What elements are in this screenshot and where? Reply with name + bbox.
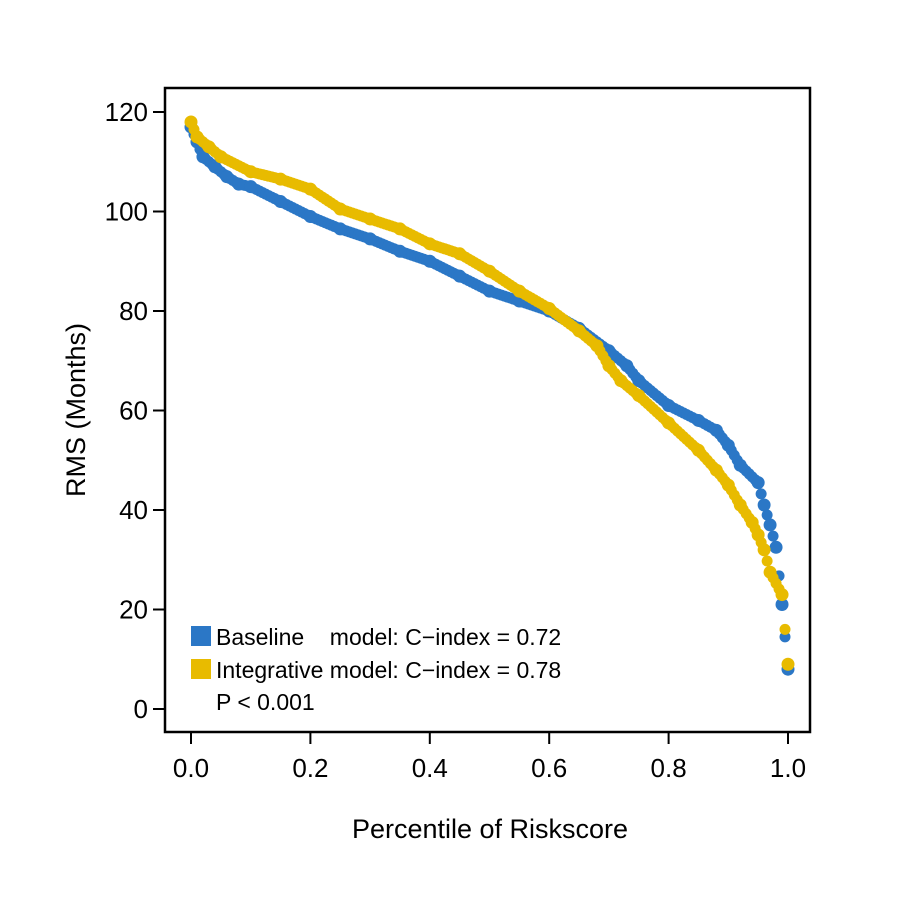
y-axis: 0 20 40 60 80 100 120 xyxy=(105,97,165,724)
data-point xyxy=(393,244,407,258)
x-tick-label: 0.4 xyxy=(412,753,448,783)
x-tick-label: 0.8 xyxy=(651,753,687,783)
x-tick-label: 0.0 xyxy=(173,753,209,783)
data-point xyxy=(244,165,258,179)
data-point xyxy=(775,598,789,612)
y-tick-label: 60 xyxy=(119,396,148,426)
data-point xyxy=(274,172,288,186)
y-tick-label: 0 xyxy=(134,694,148,724)
data-point xyxy=(745,515,759,529)
data-point xyxy=(303,182,317,196)
y-tick-label: 20 xyxy=(119,595,148,625)
x-tick-label: 0.2 xyxy=(292,753,328,783)
data-point xyxy=(620,359,634,373)
data-point xyxy=(721,438,735,452)
x-tick-label: 0.6 xyxy=(531,753,567,783)
data-point xyxy=(779,623,791,635)
series-1-points xyxy=(184,115,795,671)
data-points-layer xyxy=(184,115,795,676)
data-point xyxy=(662,399,676,413)
data-point xyxy=(363,212,377,226)
data-point xyxy=(572,324,586,338)
data-point xyxy=(761,555,773,567)
data-point xyxy=(781,657,795,671)
data-point xyxy=(363,232,377,246)
data-point xyxy=(709,463,723,477)
data-point xyxy=(453,269,467,283)
p-value-annotation: P < 0.001 xyxy=(216,689,315,715)
data-point xyxy=(763,518,777,532)
data-point xyxy=(721,478,735,492)
data-point xyxy=(542,302,556,316)
data-point xyxy=(214,150,228,164)
data-point xyxy=(757,498,771,512)
data-point xyxy=(393,222,407,236)
data-point xyxy=(483,284,496,298)
legend-swatch-integrative xyxy=(191,659,211,679)
data-point xyxy=(423,254,437,268)
data-point xyxy=(632,374,646,388)
data-point xyxy=(632,389,646,403)
data-point xyxy=(333,222,347,236)
data-point xyxy=(274,195,288,209)
data-point xyxy=(512,284,526,298)
data-point xyxy=(244,180,258,194)
data-point xyxy=(755,488,767,500)
data-point xyxy=(751,528,765,542)
data-point xyxy=(662,416,676,430)
data-point xyxy=(423,237,437,251)
data-point xyxy=(751,476,765,490)
data-point xyxy=(220,170,234,184)
data-point xyxy=(763,565,777,579)
y-axis-label: RMS (Months) xyxy=(61,323,91,497)
data-point xyxy=(184,115,198,129)
data-point xyxy=(602,359,616,373)
legend-label-integrative: Integrative model: C−index = 0.78 xyxy=(216,657,561,683)
data-point xyxy=(303,209,317,223)
data-point xyxy=(190,130,204,144)
x-tick-label: 1.0 xyxy=(770,753,806,783)
data-point xyxy=(208,160,222,174)
data-point xyxy=(333,202,347,216)
data-point xyxy=(733,498,747,512)
legend: Baseline model: C−index = 0.72 Integrati… xyxy=(191,624,561,715)
y-tick-label: 40 xyxy=(119,495,148,525)
data-point xyxy=(767,530,779,542)
data-point xyxy=(590,339,604,353)
x-axis-label: Percentile of Riskscore xyxy=(352,814,628,844)
data-point xyxy=(614,374,628,388)
data-point xyxy=(453,247,467,261)
data-point xyxy=(775,588,789,602)
y-tick-label: 100 xyxy=(105,197,148,227)
y-tick-label: 120 xyxy=(105,97,148,127)
data-point xyxy=(761,509,773,521)
data-point xyxy=(691,443,705,457)
data-point xyxy=(709,423,723,437)
data-point xyxy=(733,458,747,472)
series-0-points xyxy=(184,120,795,676)
data-point xyxy=(757,543,771,557)
data-point xyxy=(232,177,246,191)
data-point xyxy=(691,413,705,427)
x-axis: 0.0 0.2 0.4 0.6 0.8 1.0 xyxy=(173,732,806,783)
data-point xyxy=(202,140,216,154)
data-point xyxy=(196,150,210,164)
legend-label-baseline: Baseline model: C−index = 0.72 xyxy=(216,624,561,650)
y-tick-label: 80 xyxy=(119,296,148,326)
data-point xyxy=(769,540,783,554)
data-point xyxy=(483,264,496,278)
legend-swatch-baseline xyxy=(191,626,211,646)
